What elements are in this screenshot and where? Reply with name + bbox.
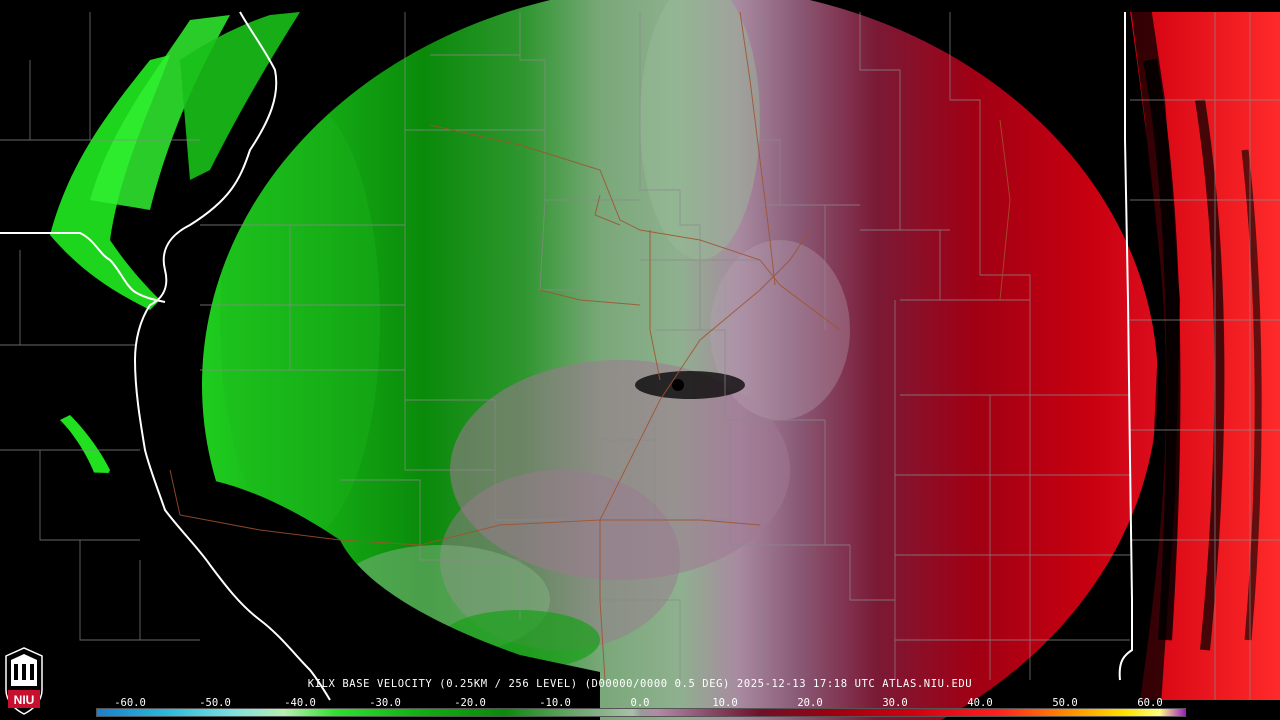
county-boundaries xyxy=(0,12,1280,700)
colorscale-label: -20.0 xyxy=(454,697,486,709)
colorscale-labels: -60.0 -50.0 -40.0 -30.0 -20.0 -10.0 0.0 10.0 20.… xyxy=(96,697,1184,709)
niu-logo-text: NIU xyxy=(14,693,35,707)
highways xyxy=(169,11,1011,681)
colorscale-label: 50.0 xyxy=(1052,697,1078,709)
velocity-colorbar xyxy=(96,708,1186,717)
colorscale-label: -60.0 xyxy=(114,697,146,709)
state-boundaries xyxy=(0,11,1133,701)
colorscale-label: -10.0 xyxy=(539,697,571,709)
colorscale-label: 40.0 xyxy=(967,697,993,709)
no-data-region xyxy=(0,470,600,720)
product-caption: KILX BASE VELOCITY (0.25KM / 256 LEVEL) … xyxy=(307,678,973,690)
colorscale-label: 20.0 xyxy=(797,697,823,709)
colorscale-label: 0.0 xyxy=(630,697,650,709)
colorscale-label: -30.0 xyxy=(369,697,401,709)
colorscale-label: 60.0 xyxy=(1137,697,1163,709)
colorscale-label: -40.0 xyxy=(284,697,316,709)
colorscale-label: 10.0 xyxy=(712,697,738,709)
colorscale-label: 30.0 xyxy=(882,697,908,709)
colorbar-gradient xyxy=(97,709,1185,716)
niu-logo: NIU xyxy=(2,646,46,716)
colorscale-label: -50.0 xyxy=(199,697,231,709)
